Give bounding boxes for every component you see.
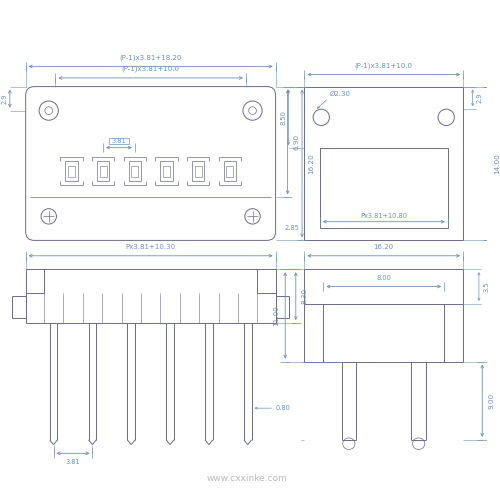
Text: 2.85: 2.85 — [285, 226, 300, 232]
Text: 3.5: 3.5 — [483, 282, 489, 292]
Text: (P-1)x3.81+10.0: (P-1)x3.81+10.0 — [122, 66, 180, 72]
Text: 14.00: 14.00 — [494, 153, 500, 174]
Text: 9.00: 9.00 — [488, 392, 494, 408]
Text: 8.30: 8.30 — [302, 288, 308, 304]
Bar — [68, 166, 75, 177]
Bar — [26, 269, 276, 323]
Text: 2.9: 2.9 — [1, 94, 7, 104]
Text: 0.80: 0.80 — [276, 405, 290, 411]
Bar — [109, 138, 129, 144]
Text: www.cxxinke.com: www.cxxinke.com — [206, 474, 287, 483]
Bar — [304, 86, 463, 240]
Text: 16.20: 16.20 — [308, 153, 314, 174]
Bar — [324, 304, 444, 362]
Text: 6.90: 6.90 — [294, 134, 300, 150]
Text: 11.00: 11.00 — [274, 305, 280, 326]
Text: 16.20: 16.20 — [374, 244, 394, 250]
Bar — [132, 166, 138, 177]
Text: Px3.81+10.30: Px3.81+10.30 — [126, 244, 176, 250]
Bar — [100, 166, 106, 177]
Bar — [304, 269, 463, 304]
Text: (P-1)x3.81+10.0: (P-1)x3.81+10.0 — [354, 62, 412, 69]
Text: (P-1)x3.81+18.20: (P-1)x3.81+18.20 — [120, 54, 182, 60]
Bar — [163, 166, 170, 177]
Text: 3.81: 3.81 — [66, 459, 80, 465]
Text: 8.50: 8.50 — [281, 110, 287, 125]
Text: 3.81: 3.81 — [112, 138, 126, 144]
Bar — [226, 166, 234, 177]
Bar — [194, 166, 202, 177]
Text: Px3.81+10.80: Px3.81+10.80 — [360, 213, 407, 219]
Bar — [320, 148, 448, 228]
Text: 2.9: 2.9 — [476, 92, 482, 103]
Text: 8.00: 8.00 — [376, 275, 391, 281]
Text: Ø2.30: Ø2.30 — [330, 91, 350, 97]
